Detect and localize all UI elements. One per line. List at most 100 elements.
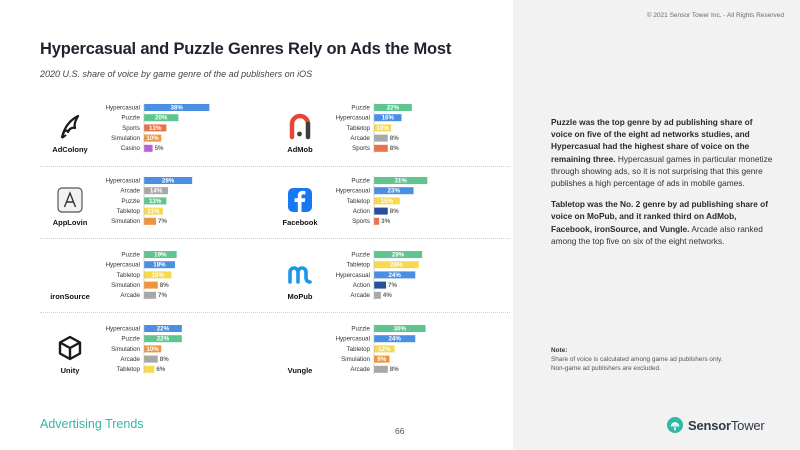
bar-puzzle <box>374 177 428 184</box>
bar-arcade <box>374 291 381 299</box>
mopub-logo-icon <box>286 260 314 288</box>
network-name: ironSource <box>50 292 90 301</box>
network-name: AppLovin <box>52 218 88 227</box>
value-label: 12% <box>378 346 391 353</box>
sensor-tower-brand: SensorTower <box>666 416 765 434</box>
bar-hypercasual <box>374 114 402 122</box>
value-label: 6% <box>156 366 165 373</box>
insight-1-bold: Puzzle was the top genre by ad publishin… <box>551 117 753 164</box>
bar-casino <box>144 144 153 152</box>
genre-label: Arcade <box>350 135 370 142</box>
bar-hypercasual <box>144 325 182 332</box>
genre-label: Hypercasual <box>336 115 370 122</box>
genre-label: Casino <box>121 145 141 152</box>
bar-puzzle <box>144 251 177 258</box>
bar-hypercasual <box>374 271 416 279</box>
value-label: 7% <box>158 218 167 225</box>
value-label: 28% <box>392 251 405 258</box>
value-label: 26% <box>390 262 403 269</box>
genre-label: Action <box>353 282 371 289</box>
value-label: 7% <box>388 282 397 289</box>
bar-sports <box>374 217 380 225</box>
genre-label: Puzzle <box>121 115 140 122</box>
genre-label: Tabletop <box>347 346 371 353</box>
bar-tabletop <box>374 261 419 269</box>
footnote: Note: Share of voice is calculated among… <box>551 346 773 373</box>
value-label: 4% <box>383 292 392 299</box>
value-label: 31% <box>394 177 407 184</box>
panel-admob: AdMob Puzzle 22% Hypercasual 16% Tabletop 10%… <box>270 101 510 161</box>
value-label: 8% <box>160 282 169 289</box>
value-label: 19% <box>154 251 167 258</box>
value-label: 5% <box>155 145 164 152</box>
genre-label: Hypercasual <box>336 272 370 279</box>
insight-sidebar <box>513 0 800 450</box>
genre-label: Tabletop <box>347 125 371 132</box>
genre-label: Puzzle <box>121 251 140 258</box>
bar-hypercasual <box>374 335 416 343</box>
genre-label: Tabletop <box>347 262 371 269</box>
bar-hypercasual <box>144 104 210 111</box>
bar-simulation <box>144 134 162 142</box>
bar-chart-facebook: Puzzle 31% Hypercasual 23% Tabletop 15% Action… <box>336 176 428 226</box>
bar-arcade <box>144 291 157 299</box>
network-name: AdColony <box>52 145 88 154</box>
adcolony-logo-icon <box>56 113 84 141</box>
bar-arcade <box>144 355 158 363</box>
value-label: 8% <box>390 135 399 142</box>
bar-simulation <box>144 345 162 353</box>
bar-arcade <box>374 365 388 373</box>
value-label: 28% <box>162 177 175 184</box>
bar-puzzle <box>374 325 426 332</box>
bar-chart-adcolony: Hypercasual 38% Puzzle 20% Sports 13% Simulati… <box>106 103 210 153</box>
genre-label: Sports <box>122 125 140 132</box>
bar-hypercasual <box>374 187 414 195</box>
panel-mopub: MoPub Puzzle 28% Tabletop 26% Hypercasual 24%… <box>270 248 510 308</box>
genre-label: Hypercasual <box>106 104 140 111</box>
applovin-logo-icon <box>56 186 84 214</box>
insight-paragraph-2: Tabletop was the No. 2 genre by ad publi… <box>551 198 773 247</box>
facebook-logo-icon <box>286 186 314 214</box>
insight-paragraph-1: Puzzle was the top genre by ad publishin… <box>551 116 773 189</box>
bar-chart-vungle: Puzzle 30% Hypercasual 24% Tabletop 12% Simula… <box>336 324 426 374</box>
value-label: 20% <box>155 115 168 122</box>
genre-label: Puzzle <box>351 325 370 332</box>
bar-hypercasual <box>144 177 193 184</box>
page-number: 66 <box>395 426 405 436</box>
genre-label: Hypercasual <box>106 325 140 332</box>
note-line-1: Share of voice is calculated among game … <box>551 356 723 363</box>
value-label: 24% <box>388 272 401 279</box>
sensor-tower-logo-icon <box>667 417 683 433</box>
panel-adcolony: AdColony Hypercasual 38% Puzzle 20% Sports 13… <box>40 101 280 161</box>
brand-name-rest: Tower <box>730 417 765 433</box>
genre-label: Tabletop <box>117 366 141 373</box>
bar-chart-admob: Puzzle 22% Hypercasual 16% Tabletop 10% Arcade… <box>336 103 412 153</box>
genre-label: Simulation <box>111 135 140 142</box>
copyright-text: © 2021 Sensor Tower Inc. - All Rights Re… <box>646 12 784 19</box>
genre-label: Puzzle <box>351 104 370 111</box>
genre-label: Tabletop <box>117 272 141 279</box>
panel-vungle: Vungle Puzzle 30% Hypercasual 24% Tabletop 12… <box>270 322 510 382</box>
row-divider <box>40 166 510 167</box>
value-label: 30% <box>394 325 407 332</box>
insight-1-rest: Hypercasual games in particular monetize… <box>551 153 773 189</box>
panel-applovin: AppLovin Hypercasual 28% Arcade 14% Puzzle 13… <box>40 174 280 234</box>
genre-label: Puzzle <box>121 336 140 343</box>
bar-arcade <box>144 187 169 195</box>
brand-name: SensorTower <box>688 418 765 433</box>
genre-label: Hypercasual <box>336 336 370 343</box>
value-label: 15% <box>381 198 394 205</box>
value-label: 8% <box>390 208 399 215</box>
value-label: 14% <box>150 188 163 195</box>
genre-label: Hypercasual <box>106 262 140 269</box>
bar-puzzle <box>374 251 423 258</box>
network-name: MoPub <box>287 292 313 301</box>
bar-puzzle <box>144 114 179 122</box>
bar-sports <box>144 124 167 132</box>
value-label: 22% <box>157 336 170 343</box>
genre-label: Simulation <box>341 356 370 363</box>
bar-tabletop <box>374 124 392 132</box>
genre-label: Arcade <box>120 188 140 195</box>
section-label: Advertising Trends <box>40 417 144 431</box>
bar-simulation <box>144 281 158 289</box>
